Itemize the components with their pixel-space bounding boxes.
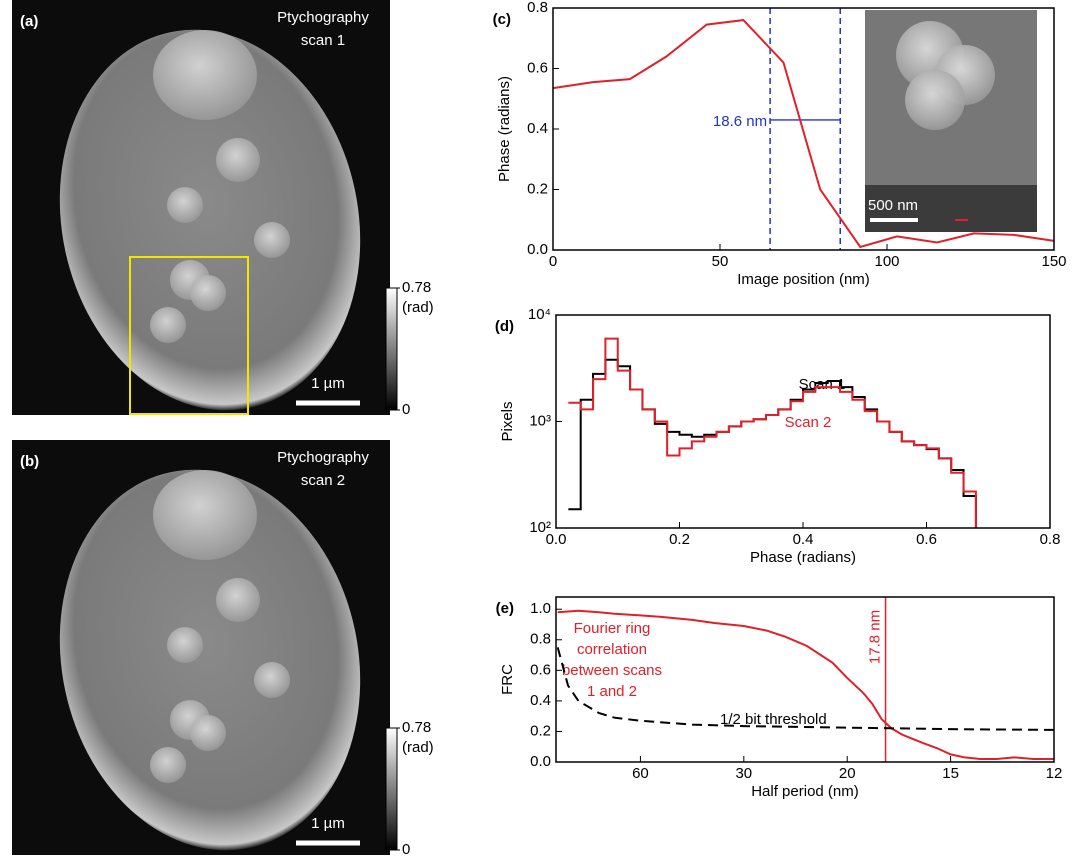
colorbar-tick-label: 0 <box>402 841 410 858</box>
x-axis-label: Image position (nm) <box>737 271 870 288</box>
frc-annotation: 1 and 2 <box>587 683 637 700</box>
scale-bar-label: 1 µm <box>311 815 345 832</box>
panel-label: (b) <box>20 453 39 470</box>
panel-label: (e) <box>496 600 514 617</box>
x-tick-label: 30 <box>735 765 752 782</box>
y-tick-label: 10³ <box>529 412 551 429</box>
x-tick-label: 100 <box>874 253 899 270</box>
cell <box>59 29 361 411</box>
organelle <box>190 275 226 311</box>
y-tick-label: 0.4 <box>527 120 548 137</box>
y-axis-label: Pixels <box>499 401 516 441</box>
x-tick-label: 0.2 <box>669 531 690 548</box>
x-tick-label: 0 <box>549 253 557 270</box>
organelle <box>167 627 203 663</box>
y-tick-label: 0.2 <box>530 722 551 739</box>
y-tick-label: 0.2 <box>527 180 548 197</box>
inset-shade <box>865 185 1037 232</box>
y-tick-label: 0.6 <box>530 661 551 678</box>
y-tick-label: 0.0 <box>527 241 548 258</box>
inset-scale-label: 500 nm <box>868 197 918 214</box>
colorbar-label: (rad) <box>402 299 434 316</box>
panel-label: (c) <box>493 11 511 28</box>
data-line <box>552 19 1055 249</box>
organelle <box>150 307 186 343</box>
plot-frame <box>555 314 1051 529</box>
zoom-box <box>129 256 249 415</box>
plot-frame <box>555 596 1055 763</box>
plot-frame <box>552 7 1055 251</box>
y-tick-label: 10⁴ <box>528 306 551 323</box>
organelle <box>254 662 290 698</box>
x-tick-label: 15 <box>942 765 959 782</box>
y-tick-label: 0.8 <box>530 631 551 648</box>
data-line <box>568 337 977 528</box>
x-tick-label: 50 <box>712 253 729 270</box>
inset-organelle <box>905 70 965 130</box>
image-title: scan 2 <box>301 472 345 489</box>
organelle <box>254 222 290 258</box>
colorbar-label: (rad) <box>402 739 434 756</box>
x-tick-label: 12 <box>1046 765 1063 782</box>
width-annotation: 18.6 nm <box>713 113 767 130</box>
series-label: Scan 2 <box>785 414 832 431</box>
scale-bar-label: 1 µm <box>311 375 345 392</box>
image-title: Ptychography <box>277 9 369 26</box>
frc-annotation: correlation <box>577 641 647 658</box>
series-label: Scan 1 <box>799 376 846 393</box>
frc-annotation: Fourier ring <box>574 620 651 637</box>
organelle <box>153 470 257 560</box>
panel-label: (d) <box>495 318 514 335</box>
y-axis-label: FRC <box>499 664 516 695</box>
x-axis-label: Half period (nm) <box>751 783 859 800</box>
image-title: Ptychography <box>277 449 369 466</box>
organelle <box>216 138 260 182</box>
colorbar-tick-label: 0 <box>402 401 410 418</box>
image-title: scan 1 <box>301 32 345 49</box>
colorbar-tick-label: 0.78 <box>402 279 431 296</box>
x-tick-label: 0.0 <box>546 531 567 548</box>
x-tick-label: 0.6 <box>916 531 937 548</box>
organelle <box>216 578 260 622</box>
x-tick-label: 0.4 <box>793 531 814 548</box>
colorbar <box>385 727 398 851</box>
organelle <box>150 747 186 783</box>
x-tick-label: 150 <box>1041 253 1066 270</box>
colorbar-tick-label: 0.78 <box>402 719 431 736</box>
y-tick-label: 0.8 <box>527 0 548 16</box>
organelle <box>153 30 257 120</box>
threshold-label: 1/2 bit threshold <box>720 711 827 728</box>
resolution-label: 17.8 nm <box>867 610 884 664</box>
y-tick-label: 0.0 <box>530 753 551 770</box>
x-tick-label: 0.8 <box>1040 531 1061 548</box>
y-tick-label: 0.4 <box>530 692 551 709</box>
colorbar <box>385 287 398 411</box>
y-tick-label: 10² <box>529 519 551 536</box>
x-tick-label: 20 <box>839 765 856 782</box>
cell <box>59 469 361 851</box>
y-tick-label: 1.0 <box>530 600 551 617</box>
panel-label: (a) <box>20 13 38 30</box>
organelle <box>167 187 203 223</box>
x-tick-label: 60 <box>632 765 649 782</box>
y-tick-label: 0.6 <box>527 59 548 76</box>
y-axis-label: Phase (radians) <box>496 76 513 182</box>
data-line <box>556 647 1055 731</box>
frc-annotation: between scans <box>562 662 662 679</box>
data-line <box>557 609 1054 760</box>
x-axis-label: Phase (radians) <box>750 549 856 566</box>
organelle <box>190 715 226 751</box>
